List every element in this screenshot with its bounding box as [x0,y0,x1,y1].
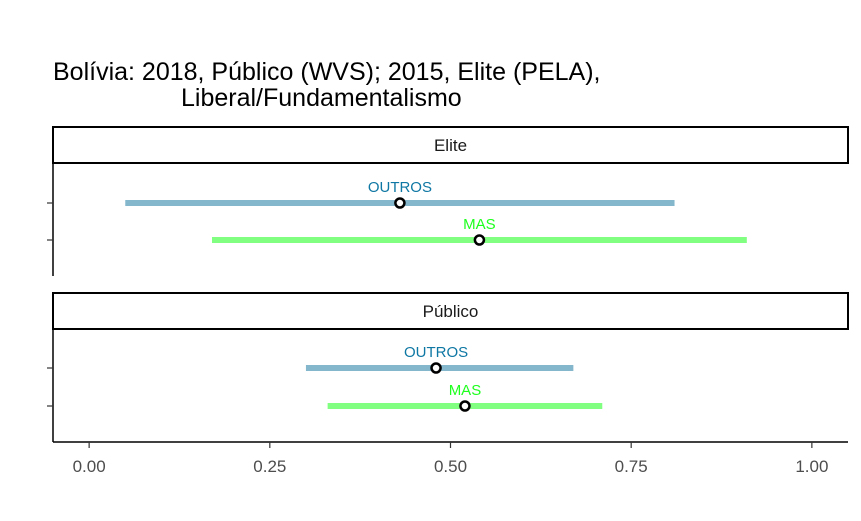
panel-0: Elite OUTROS MAS [47,126,849,276]
point-1-0 [430,362,442,374]
facet-panels: Elite OUTROS MAS Público OUTROS MAS [47,126,849,442]
point-label-1-0: OUTROS [404,344,468,361]
strip-box-1 [52,292,849,330]
panel-1: Público OUTROS MAS [47,292,849,442]
point-label-1-1: MAS [449,382,482,399]
chart-title-line-2: Liberal/Fundamentalismo [181,84,462,112]
strip-label-1: Público [423,302,479,321]
x-axis: 0.00 0.25 0.50 0.75 1.00 [53,441,848,476]
strip-box-0 [52,126,849,164]
point-0-1 [473,234,486,246]
x-tick-label-1: 0.25 [253,457,286,476]
point-label-0-0: OUTROS [368,179,432,196]
chart-title-line-1: Bolívia: 2018, Público (WVS); 2015, Elit… [53,58,600,86]
point-1-1 [459,400,471,412]
x-tick-label-2: 0.50 [434,457,467,476]
x-tick-label-3: 0.75 [615,457,648,476]
x-tick-label-4: 1.00 [795,457,828,476]
point-label-0-1: MAS [463,216,496,233]
point-0-0 [394,197,406,209]
strip-label-0: Elite [434,136,467,155]
x-tick-label-0: 0.00 [73,457,106,476]
